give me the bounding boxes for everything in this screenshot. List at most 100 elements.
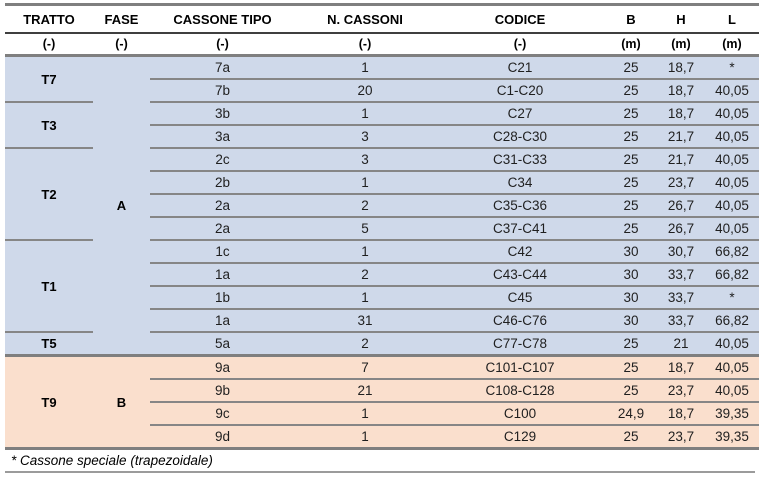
cell-n-cassoni: 1 xyxy=(295,171,435,195)
cell-h: 18,7 xyxy=(657,355,705,380)
table-row: 1b 1 C45 30 33,7 * xyxy=(5,286,759,310)
header-cell-tratto: TRATTO xyxy=(5,3,93,34)
cell-l: 40,05 xyxy=(705,125,759,149)
cell-tipo: 9a xyxy=(150,355,295,380)
cell-b: 25 xyxy=(605,355,657,380)
cell-l: 40,05 xyxy=(705,102,759,126)
cell-codice: C34 xyxy=(435,171,605,195)
units-row: (-) (-) (-) (-) (-) (m) (m) (m) xyxy=(5,33,759,57)
cell-codice: C46-C76 xyxy=(435,309,605,333)
cell-b: 25 xyxy=(605,332,657,357)
cell-tipo: 1a xyxy=(150,309,295,333)
table-row: 3a 3 C28-C30 25 21,7 40,05 xyxy=(5,125,759,149)
cell-fase: A xyxy=(93,55,150,357)
cell-l: 40,05 xyxy=(705,355,759,380)
cell-h: 26,7 xyxy=(657,194,705,218)
cell-tipo: 9d xyxy=(150,425,295,450)
table-row: T9 B 9a 7 C101-C107 25 18,7 40,05 xyxy=(5,355,759,450)
cell-tipo: 1c xyxy=(150,240,295,264)
cell-n-cassoni: 3 xyxy=(295,125,435,149)
units-cell-fase: (-) xyxy=(93,33,150,57)
cell-codice: C37-C41 xyxy=(435,217,605,241)
header-cell-fase: FASE xyxy=(93,3,150,34)
cell-tratto: T9 xyxy=(5,355,93,450)
table-row: 2b 1 C34 25 23,7 40,05 xyxy=(5,171,759,195)
cell-b: 25 xyxy=(605,425,657,450)
table-row: 2a 5 C37-C41 25 26,7 40,05 xyxy=(5,217,759,241)
cell-fase: B xyxy=(93,355,150,450)
cell-b: 30 xyxy=(605,309,657,333)
cell-h: 21 xyxy=(657,332,705,357)
cell-codice: C108-C128 xyxy=(435,379,605,403)
table-row: T5 5a 2 C77-C78 25 21 40,05 xyxy=(5,332,759,357)
cell-l: 39,35 xyxy=(705,402,759,426)
page: TRATTO FASE CASSONE TIPO N. CASSONI CODICE B H… xyxy=(5,3,759,473)
table-row: T7 A 7a 1 C21 25 18,7 * xyxy=(5,55,759,357)
cell-codice: C129 xyxy=(435,425,605,450)
cell-n-cassoni: 31 xyxy=(295,309,435,333)
cell-b: 25 xyxy=(605,102,657,126)
cell-h: 23,7 xyxy=(657,171,705,195)
cell-h: 23,7 xyxy=(657,379,705,403)
cell-l: 66,82 xyxy=(705,309,759,333)
cell-codice: C45 xyxy=(435,286,605,310)
cell-tratto: T3 xyxy=(5,102,93,149)
cell-b: 25 xyxy=(605,148,657,172)
cell-tipo: 1a xyxy=(150,263,295,287)
cell-l: * xyxy=(705,286,759,310)
header-row: TRATTO FASE CASSONE TIPO N. CASSONI CODICE B H… xyxy=(5,3,759,34)
header-cell-n_cassoni: N. CASSONI xyxy=(295,3,435,34)
units-cell-codice: (-) xyxy=(435,33,605,57)
cell-h: 33,7 xyxy=(657,263,705,287)
cell-l: 40,05 xyxy=(705,171,759,195)
cell-h: 33,7 xyxy=(657,286,705,310)
cell-b: 25 xyxy=(605,79,657,103)
header-cell-codice: CODICE xyxy=(435,3,605,34)
table-head: TRATTO FASE CASSONE TIPO N. CASSONI CODICE B H… xyxy=(5,3,759,34)
header-cell-h: H xyxy=(657,3,705,34)
table-row: T2 2c 3 C31-C33 25 21,7 40,05 xyxy=(5,148,759,241)
units-cell-l: (m) xyxy=(705,33,759,57)
cell-n-cassoni: 1 xyxy=(295,55,435,80)
cell-b: 30 xyxy=(605,286,657,310)
table-row: 9c 1 C100 24,9 18,7 39,35 xyxy=(5,402,759,426)
header-cell-l: L xyxy=(705,3,759,34)
cell-h: 30,7 xyxy=(657,240,705,264)
cassoni-table: TRATTO FASE CASSONE TIPO N. CASSONI CODICE B H… xyxy=(5,3,759,450)
cell-b: 30 xyxy=(605,263,657,287)
units-cell-tratto: (-) xyxy=(5,33,93,57)
cell-l: 40,05 xyxy=(705,332,759,357)
cell-codice: C1-C20 xyxy=(435,79,605,103)
cell-b: 25 xyxy=(605,125,657,149)
table-body: (-) (-) (-) (-) (-) (m) (m) (m) T7 A 7a 1 C21 25 18,7… xyxy=(5,33,759,450)
cell-codice: C77-C78 xyxy=(435,332,605,357)
cell-n-cassoni: 7 xyxy=(295,355,435,380)
cell-codice: C101-C107 xyxy=(435,355,605,380)
cell-tratto: T5 xyxy=(5,332,93,357)
cell-h: 18,7 xyxy=(657,402,705,426)
cell-l: 40,05 xyxy=(705,148,759,172)
cell-n-cassoni: 20 xyxy=(295,79,435,103)
table-row: 7b 20 C1-C20 25 18,7 40,05 xyxy=(5,79,759,103)
cell-n-cassoni: 3 xyxy=(295,148,435,172)
cell-n-cassoni: 5 xyxy=(295,217,435,241)
cell-codice: C100 xyxy=(435,402,605,426)
cell-tipo: 3a xyxy=(150,125,295,149)
cell-tipo: 7a xyxy=(150,55,295,80)
cell-b: 24,9 xyxy=(605,402,657,426)
cell-codice: C43-C44 xyxy=(435,263,605,287)
cell-n-cassoni: 1 xyxy=(295,240,435,264)
cell-n-cassoni: 2 xyxy=(295,332,435,357)
cell-n-cassoni: 1 xyxy=(295,102,435,126)
cell-l: 40,05 xyxy=(705,217,759,241)
cell-l: 66,82 xyxy=(705,240,759,264)
table-row: 1a 31 C46-C76 30 33,7 66,82 xyxy=(5,309,759,333)
footnote: * Cassone speciale (trapezoidale) xyxy=(5,450,755,473)
cell-l: 40,05 xyxy=(705,379,759,403)
cell-tipo: 9b xyxy=(150,379,295,403)
cell-tipo: 3b xyxy=(150,102,295,126)
cell-n-cassoni: 1 xyxy=(295,402,435,426)
table-row: 1a 2 C43-C44 30 33,7 66,82 xyxy=(5,263,759,287)
cell-h: 33,7 xyxy=(657,309,705,333)
cell-tipo: 9c xyxy=(150,402,295,426)
